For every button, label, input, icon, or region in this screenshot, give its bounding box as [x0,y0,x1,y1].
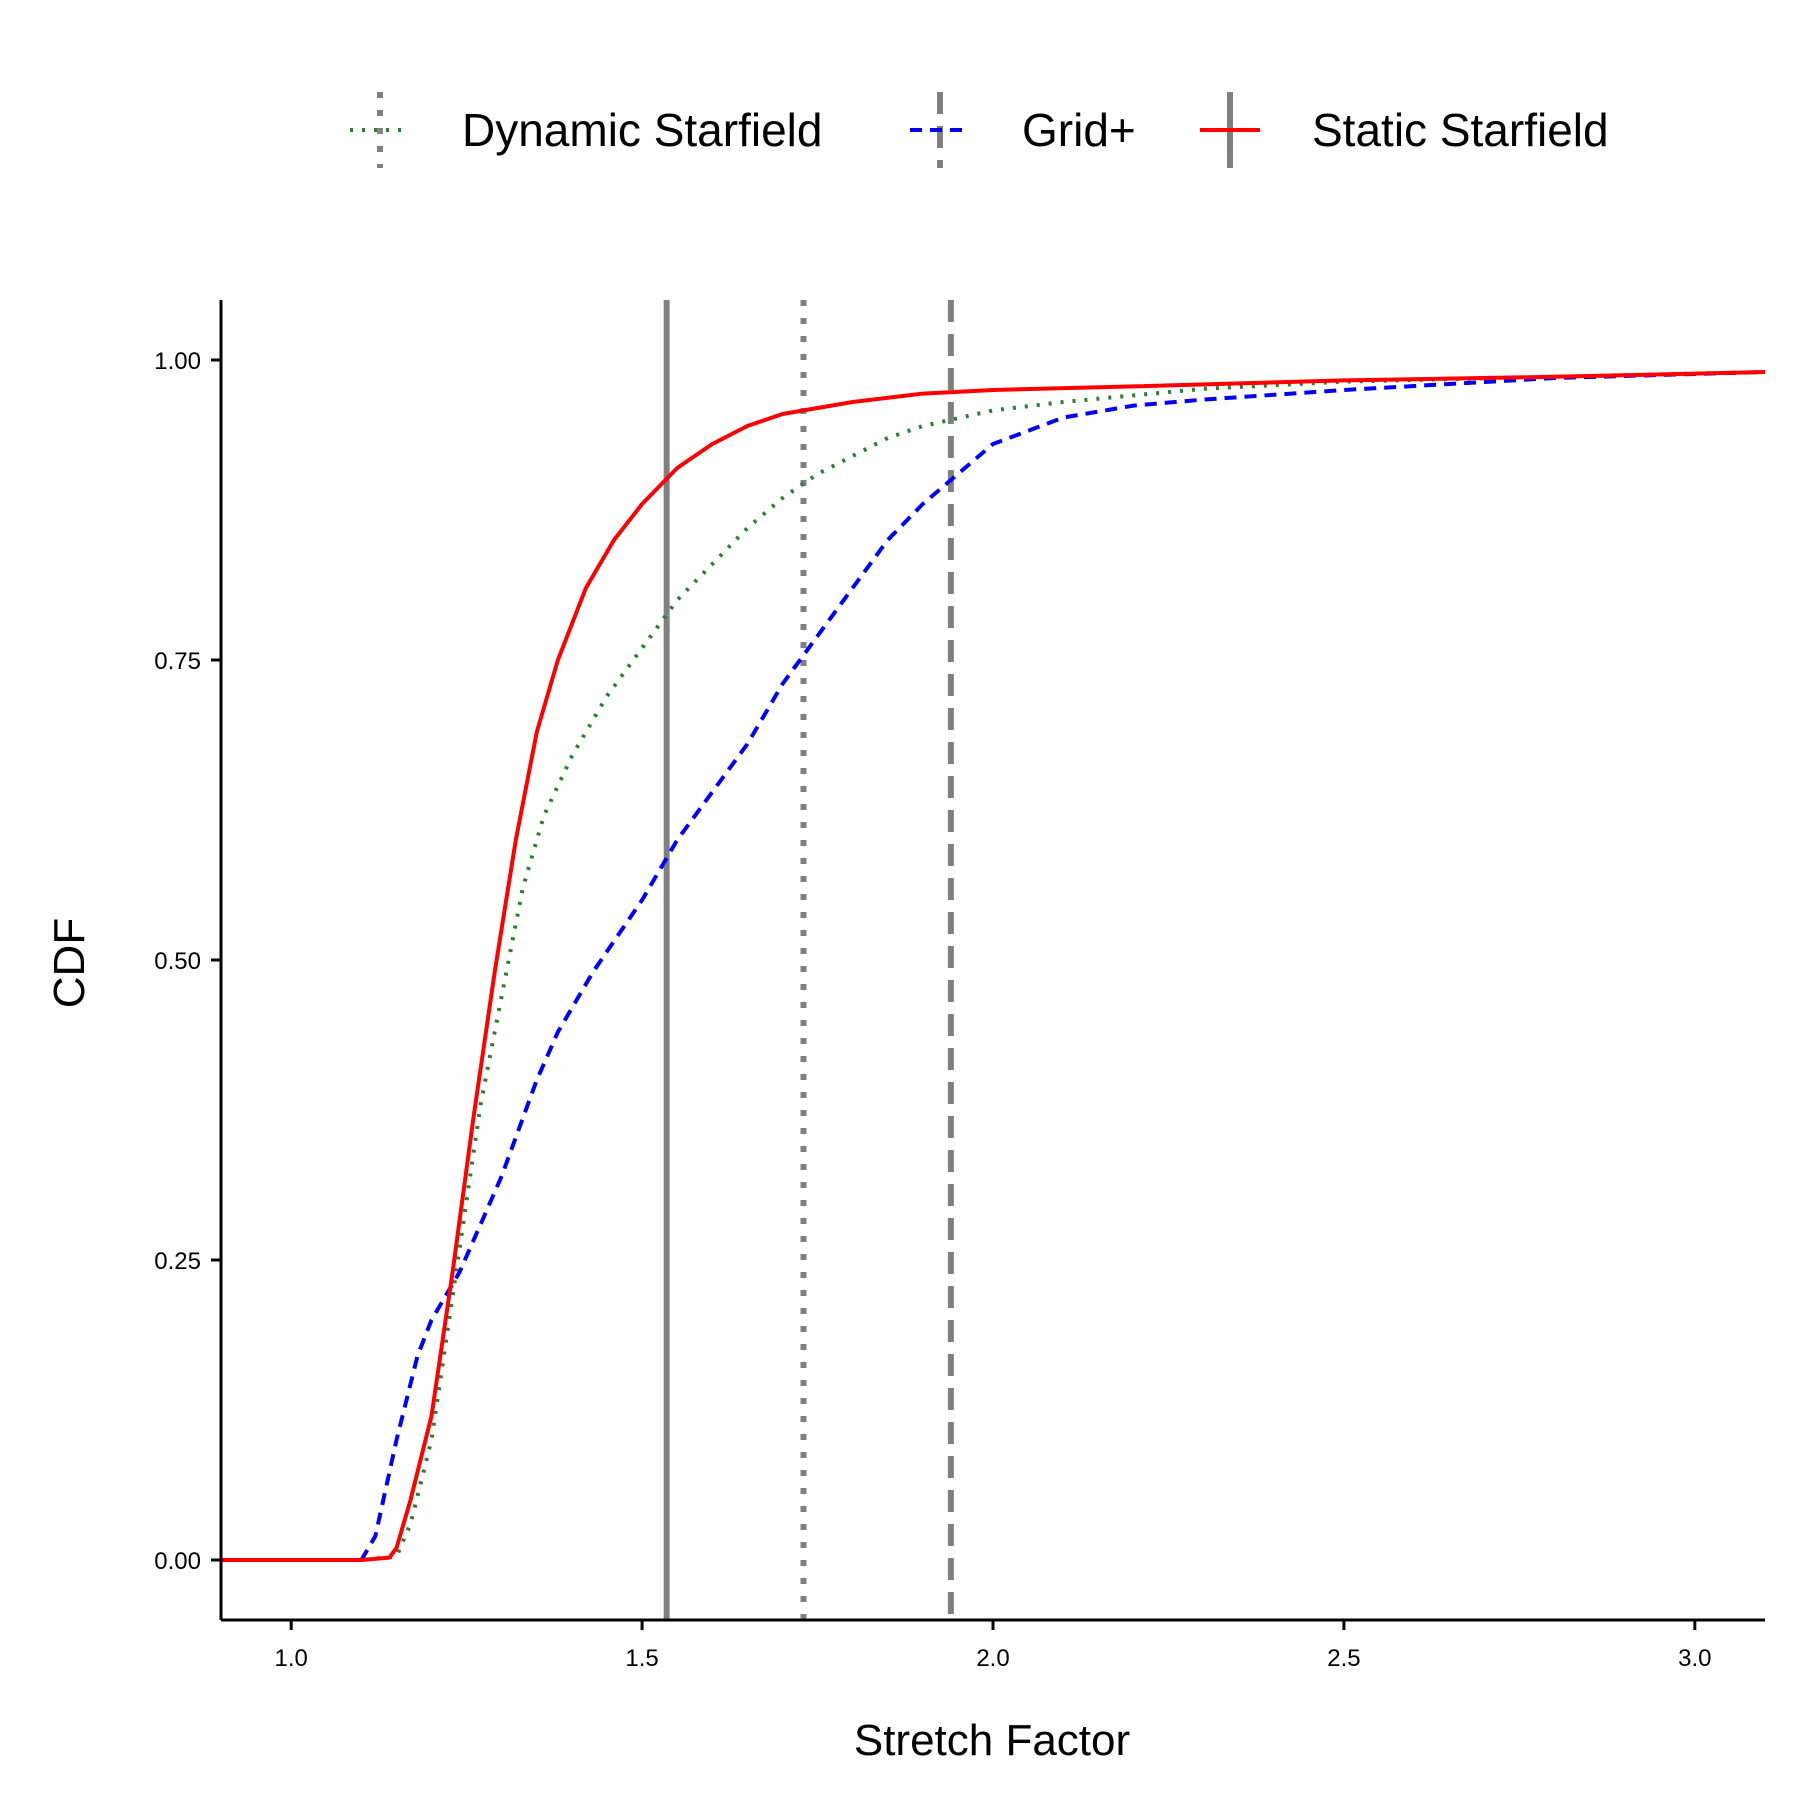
x-tick-label: 3.0 [1678,1645,1711,1672]
y-tick-label: 0.25 [154,1248,201,1275]
series-line-grid- [221,370,1766,1562]
y-tick-label: 0.50 [154,948,201,975]
series-line-dynamic-starfield [221,370,1766,1562]
y-tick-label: 0.00 [154,1548,201,1575]
y-tick-label: 0.75 [154,648,201,675]
axes: 1.0 1.5 2.0 2.5 3.0 0.00 0.25 0.50 0.75 1.00 [154,300,1765,1672]
y-tick-label: 1.00 [154,348,201,375]
median-reference-lines [663,300,954,1620]
x-axis-title: Stretch Factor [854,1716,1130,1765]
legend-label-dynamic-starfield: Dynamic Starfield [462,104,822,156]
x-tick-label: 2.5 [1327,1645,1360,1672]
x-tick-label: 1.0 [274,1645,307,1672]
legend-label-grid-: Grid+ [1022,104,1136,156]
x-tick-label: 2.0 [976,1645,1009,1672]
x-tick-label: 1.5 [625,1645,658,1672]
y-axis-title: CDF [45,918,94,1008]
legend: Dynamic Starfield Grid+ Static Starfield [350,92,1609,168]
legend-label-static-starfield: Static Starfield [1312,104,1609,156]
series-lines [221,370,1766,1562]
series-line-static-starfield [221,370,1766,1562]
